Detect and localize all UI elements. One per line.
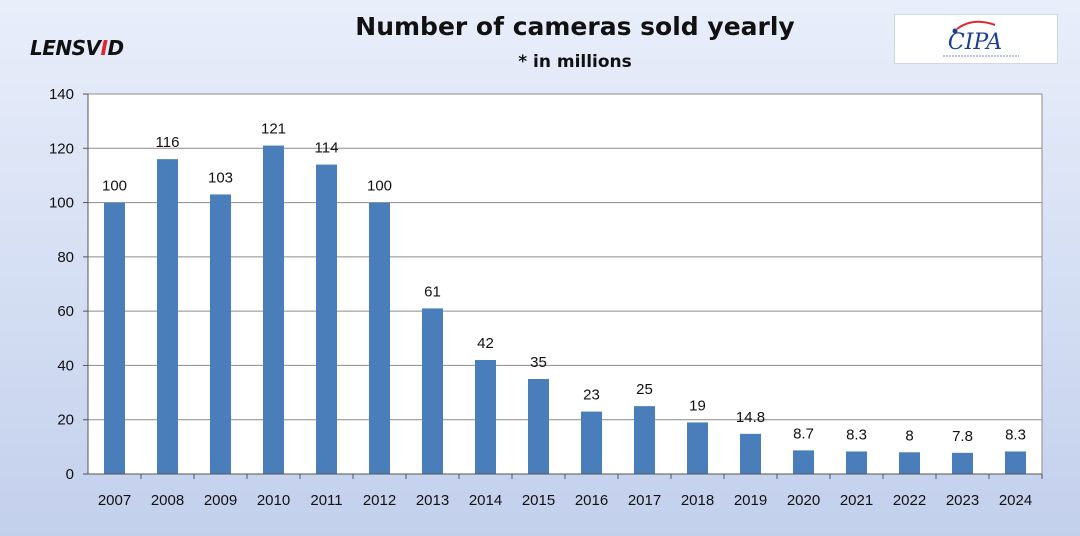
x-tick-label: 2013: [416, 492, 449, 509]
bar: [104, 202, 125, 475]
data-label: 8.3: [846, 426, 867, 443]
x-tick-label: 2021: [840, 492, 873, 509]
y-tick-label: 40: [57, 357, 74, 374]
bar: [528, 379, 549, 474]
bar: [793, 450, 814, 474]
data-label: 8: [905, 427, 913, 444]
y-tick-label: 140: [49, 86, 74, 103]
x-tick-label: 2024: [999, 492, 1032, 509]
chart-title: Number of cameras sold yearly: [355, 12, 795, 41]
y-tick-label: 120: [49, 140, 74, 157]
bar: [157, 159, 178, 474]
bar: [369, 202, 390, 475]
data-label: 8.3: [1005, 426, 1026, 443]
y-tick-label: 60: [57, 303, 74, 320]
cipa-logo-icon: CIPA: [943, 20, 1019, 57]
bars: 100 116 103 121 114 100 61 42 35 23 25 19 14.8 8.7 8.3…: [102, 121, 1026, 475]
x-tick-label: 2018: [681, 492, 714, 509]
data-label: 14.8: [736, 409, 765, 426]
x-tick-label: 2022: [893, 492, 926, 509]
bar: [687, 422, 708, 474]
data-label: 61: [424, 283, 441, 300]
data-label: 35: [530, 354, 547, 371]
x-tick-label: 2009: [204, 492, 237, 509]
x-tick-label: 2010: [257, 492, 290, 509]
cipa-logo-text: CIPA: [948, 30, 1002, 55]
x-tick-label: 2008: [151, 492, 184, 509]
data-label: 121: [261, 121, 286, 138]
data-label: 8.7: [793, 425, 814, 442]
data-label: 23: [583, 387, 600, 404]
bar: [634, 406, 655, 474]
data-label: 116: [156, 134, 180, 151]
x-tick-label: 2011: [310, 492, 342, 509]
bar: [422, 308, 443, 474]
bar: [263, 145, 284, 475]
bar: [581, 411, 602, 474]
data-label: 103: [208, 169, 233, 186]
plot-area: [88, 94, 1042, 474]
lensvid-logo: LENSVID: [30, 36, 124, 60]
data-label: 114: [315, 140, 339, 157]
x-tick-label: 2007: [98, 492, 131, 509]
data-label: 7.8: [952, 428, 973, 445]
x-tick-label: 2012: [363, 492, 396, 509]
chart-subtitle: * in millions: [518, 52, 632, 72]
data-label: 100: [367, 178, 392, 195]
x-tick-label: 2017: [628, 492, 661, 509]
y-tick-label: 80: [57, 249, 74, 266]
x-tick-label: 2019: [734, 492, 767, 509]
data-label: 42: [477, 335, 494, 352]
data-label: 25: [636, 381, 653, 398]
cipa-logo: CIPA: [894, 14, 1058, 64]
x-axis: 2007 2008 2009 2010 2011 2012 2013 2014 2015 2016…: [88, 473, 1043, 509]
x-tick-label: 2020: [787, 492, 820, 509]
y-tick-label: 20: [57, 412, 74, 429]
y-tick-label: 0: [66, 466, 74, 483]
x-tick-label: 2014: [469, 492, 502, 509]
data-label: 19: [689, 397, 706, 414]
bar: [210, 194, 231, 474]
x-tick-label: 2023: [946, 492, 979, 509]
y-tick-label: 100: [49, 195, 74, 212]
x-tick-label: 2015: [522, 492, 555, 509]
data-label: 100: [102, 178, 127, 195]
bar: [952, 452, 973, 474]
bar: [846, 451, 867, 474]
bar: [1005, 451, 1026, 474]
bar: [316, 164, 337, 475]
bar: [475, 360, 496, 474]
x-tick-label: 2016: [575, 492, 608, 509]
bar: [740, 433, 761, 474]
y-axis: 0 20 40 60 80 100 120 140: [49, 86, 89, 483]
bar: [899, 452, 920, 474]
